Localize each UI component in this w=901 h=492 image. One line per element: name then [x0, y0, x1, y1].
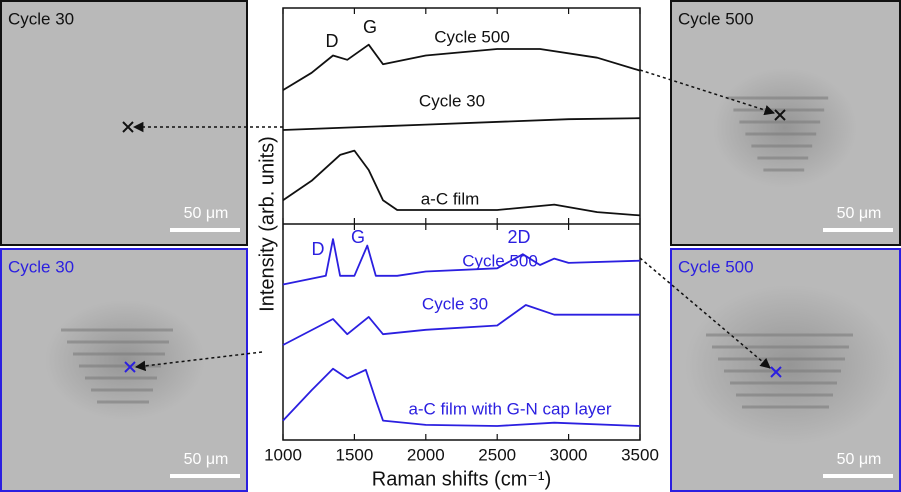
scale-bar [823, 228, 893, 232]
scale-bar-label: 50 μm [837, 205, 882, 222]
scale-bar [823, 474, 893, 478]
x-tick-label: 1500 [335, 445, 373, 464]
series-label: Cycle 500 [434, 27, 510, 46]
peak-annotation: D [326, 31, 339, 51]
point-marker [770, 366, 782, 378]
micrograph-label: Cycle 500 [678, 257, 754, 276]
scale-bar [170, 474, 240, 478]
scale-bar-label: 50 μm [184, 451, 229, 468]
damage-area [685, 285, 895, 445]
series-label: a-C film [421, 189, 480, 208]
series-label: Cycle 500 [462, 251, 538, 270]
spectrum-line [282, 238, 641, 286]
x-axis-label: Raman shifts (cm⁻¹) [372, 468, 551, 490]
scale-bar-label: 50 μm [837, 451, 882, 468]
peak-annotation: G [351, 227, 365, 247]
x-tick-label: 1000 [264, 445, 302, 464]
point-marker [124, 361, 136, 373]
spectrum-line [282, 304, 640, 346]
pointer-arrow [639, 257, 771, 369]
x-tick-label: 3000 [550, 445, 588, 464]
spectrum-line [282, 117, 641, 131]
point-marker [122, 121, 134, 133]
scale-bar [170, 228, 240, 232]
spectrum-line [282, 43, 641, 91]
peak-annotation: 2D [507, 227, 530, 247]
spectrum-line [282, 367, 641, 427]
series-label: Cycle 30 [419, 91, 485, 110]
micrograph-label: Cycle 500 [678, 9, 754, 28]
y-axis-label: Intensity (arb. units) [256, 136, 278, 312]
peak-annotation: G [363, 17, 377, 37]
point-marker [774, 109, 786, 121]
x-tick-label: 2000 [407, 445, 445, 464]
x-tick-label: 2500 [478, 445, 516, 464]
series-label: Cycle 30 [422, 294, 488, 313]
spectrum-line [282, 149, 641, 217]
peak-annotation: D [312, 239, 325, 259]
x-tick-label: 3500 [621, 445, 659, 464]
micrograph-label: Cycle 30 [8, 257, 74, 276]
scale-bar-label: 50 μm [184, 205, 229, 222]
series-label: a-C film with G-N cap layer [408, 399, 611, 418]
micrograph-label: Cycle 30 [8, 9, 74, 28]
